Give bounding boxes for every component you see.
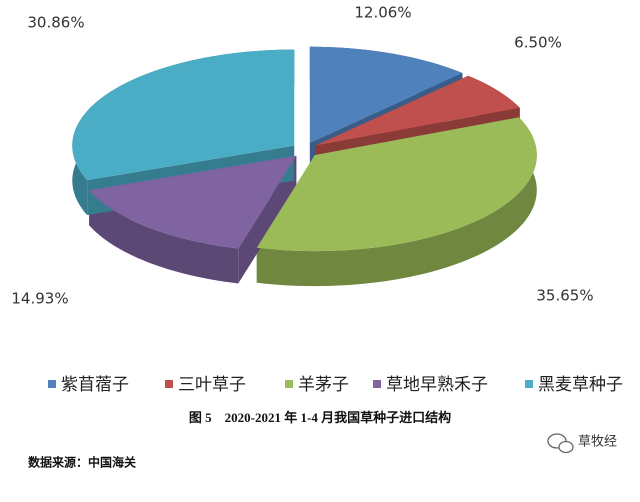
slice-wall <box>89 190 239 284</box>
legend-label: 草地早熟禾子 <box>386 374 488 395</box>
data-label: 6.50% <box>514 34 562 52</box>
source: 数据来源：中国海关 <box>28 455 136 470</box>
slice <box>315 75 520 146</box>
slice <box>72 49 295 181</box>
watermark-icon <box>547 433 574 454</box>
legend-swatch <box>285 380 293 388</box>
slice <box>309 46 463 143</box>
legend-swatch <box>165 380 173 388</box>
legend-swatch <box>525 380 533 388</box>
legend-swatch <box>48 380 56 388</box>
data-label: 14.93% <box>11 290 68 308</box>
pie: 12.06% 6.50% 35.65% 14.93% 30.86% <box>11 4 593 308</box>
legend-label: 黑麦草种子 <box>538 375 623 395</box>
legend-label: 羊茅子 <box>298 375 349 395</box>
slice <box>89 155 297 249</box>
slice-wall <box>256 117 537 287</box>
legend: 紫苜蓿子 三叶草子 羊茅子 草地早熟禾子 黑麦草种子 <box>48 374 623 395</box>
data-label: 30.86% <box>27 14 84 32</box>
legend-label: 紫苜蓿子 <box>61 375 129 395</box>
chart-title: 图 5 2020-2021 年 1-4 月我国草种子进口结构 <box>189 410 451 425</box>
legend-swatch <box>373 380 381 388</box>
data-label: 35.65% <box>536 287 593 305</box>
data-label: 12.06% <box>354 4 411 22</box>
legend-label: 三叶草子 <box>178 375 246 395</box>
watermark: 草牧经 <box>578 435 617 450</box>
slice <box>256 117 537 252</box>
